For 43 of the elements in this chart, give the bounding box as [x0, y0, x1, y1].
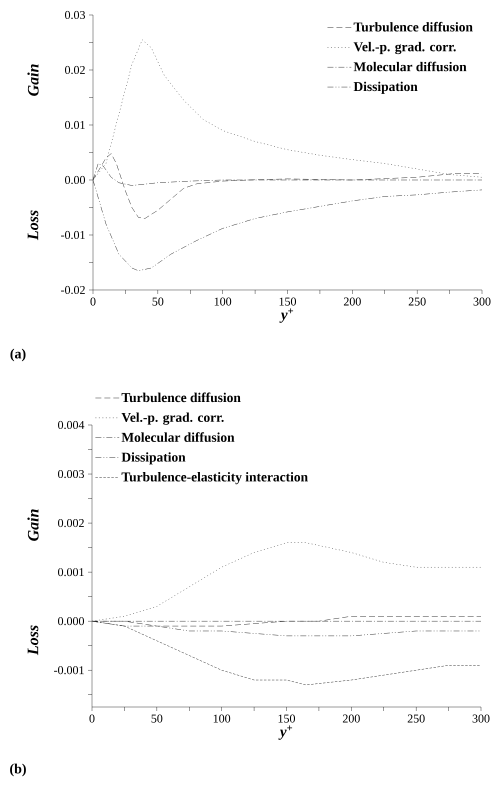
legend-label: Turbulence-elasticity interaction: [122, 472, 308, 484]
y-tick-label: 0.03: [65, 10, 86, 20]
x-tick-label: 0: [89, 714, 95, 723]
x-axis-title: y$^{+}$: [279, 308, 294, 323]
x-tick-label: 200: [344, 298, 361, 306]
x-tick-label: 0: [90, 298, 96, 306]
y-tick-label: -0.01: [61, 230, 85, 240]
legend-label: Vel.-p. grad. corr.: [122, 412, 224, 425]
x-tick-label: 150: [278, 714, 296, 723]
x-tick-label: 300: [472, 714, 490, 723]
legend-label: Dissipation: [122, 452, 186, 464]
legend-label: Vel.-p. grad. corr.: [354, 42, 456, 54]
y-tick-label: 0.02: [65, 66, 85, 74]
y-tick-label: 0.004: [58, 420, 84, 430]
x-tick-label: 50: [152, 714, 162, 723]
legend-label: Dissipation: [354, 82, 418, 94]
x-tick-label: 250: [408, 714, 425, 723]
x-tick-label: 100: [214, 714, 230, 723]
x-tick-label: 50: [152, 298, 164, 306]
y-tick-label: 0.00: [65, 176, 86, 184]
text: Loss: [28, 625, 38, 656]
text: (a): [10, 348, 26, 362]
x-tick-label: 200: [342, 714, 360, 723]
y-tick-label: 0.001: [58, 568, 84, 576]
text: (b): [10, 764, 26, 776]
y-tick-label: 0.003: [58, 470, 84, 478]
x-tick-label: 250: [408, 298, 426, 306]
x-tick-label: 300: [474, 298, 491, 306]
y-tick-label: 0.000: [58, 617, 84, 626]
legend-label: Turbulence diffusion: [122, 392, 241, 402]
y-tick-label: -0.02: [61, 286, 85, 294]
text: Gain: [27, 64, 39, 96]
y-tick-label: 0.002: [58, 519, 84, 528]
y-tick-label: 0.01: [65, 120, 85, 130]
legend-label: Molecular diffusion: [122, 432, 234, 442]
legend-label: Turbulence diffusion: [354, 22, 473, 32]
legend-label: Molecular diffusion: [354, 62, 466, 72]
x-tick-label: 150: [280, 298, 296, 306]
text: Loss: [28, 210, 38, 240]
y-tick-label: -0.001: [54, 666, 84, 674]
x-axis-title: y$^{+}$: [278, 725, 292, 740]
x-tick-label: 100: [214, 298, 232, 306]
text: Gain: [27, 509, 39, 541]
